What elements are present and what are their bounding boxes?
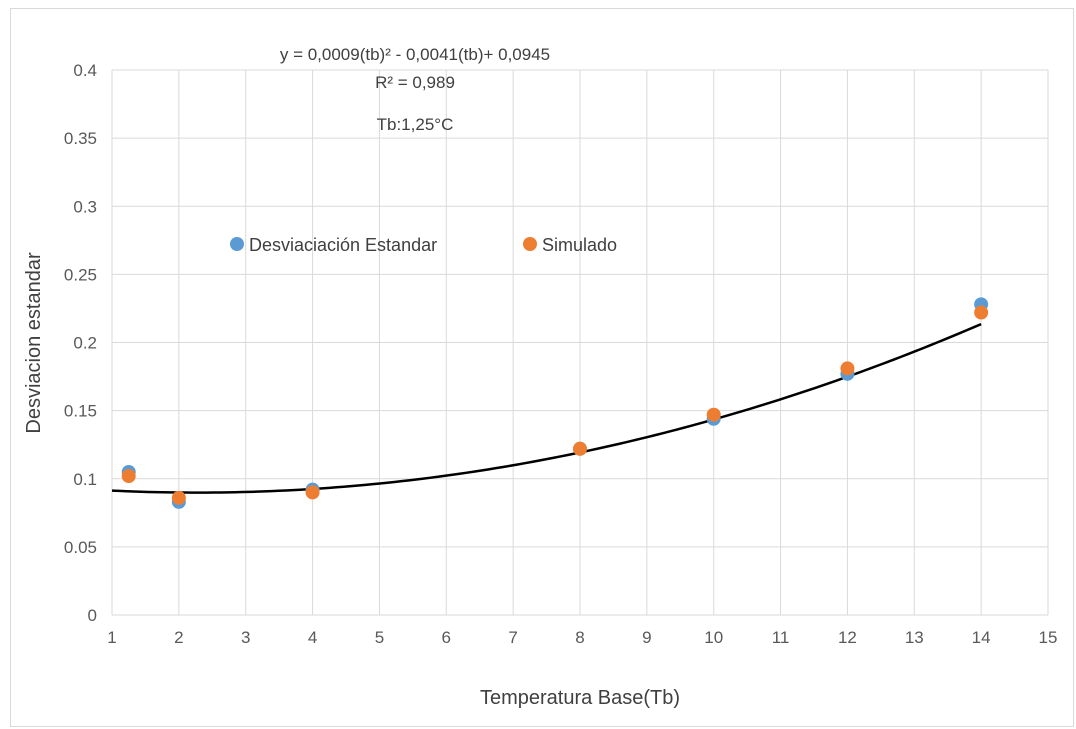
legend-label-simulado: Simulado bbox=[542, 235, 617, 255]
y-tick-label: 0.35 bbox=[64, 129, 97, 148]
x-tick-label: 14 bbox=[972, 628, 991, 647]
y-tick-label: 0.15 bbox=[64, 402, 97, 421]
gridlines bbox=[111, 69, 1049, 616]
legend: Desviaciación Estandar Simulado bbox=[230, 235, 617, 255]
x-tick-label: 6 bbox=[442, 628, 451, 647]
y-tick-label: 0.25 bbox=[64, 265, 97, 284]
y-tick-label: 0.05 bbox=[64, 538, 97, 557]
trendline bbox=[111, 322, 982, 494]
simulado-point bbox=[121, 469, 136, 484]
x-tick-label: 12 bbox=[838, 628, 857, 647]
simulado-point bbox=[305, 485, 320, 500]
simulado-point bbox=[840, 361, 855, 376]
simulado-point bbox=[974, 305, 989, 320]
x-tick-label: 15 bbox=[1039, 628, 1058, 647]
x-tick-label: 13 bbox=[905, 628, 924, 647]
simulado-point bbox=[573, 441, 587, 456]
x-tick-label: 3 bbox=[241, 628, 250, 647]
y-tick-label: 0.4 bbox=[73, 61, 97, 80]
x-tick-label: 1 bbox=[107, 628, 116, 647]
x-tick-label: 4 bbox=[308, 628, 317, 647]
axes: 1 2 3 4 5 6 7 8 9 10 11 12 13 14 1500.050.10.150.20.25… bbox=[64, 61, 1058, 647]
legend-label-desviacion: Desviaciación Estandar bbox=[249, 235, 437, 255]
x-tick-label: 9 bbox=[642, 628, 651, 647]
x-tick-label: 10 bbox=[704, 628, 723, 647]
y-tick-label: 0.2 bbox=[73, 334, 97, 353]
x-tick-label: 8 bbox=[575, 628, 584, 647]
y-tick-label: 0.1 bbox=[73, 470, 97, 489]
chart-frame bbox=[10, 8, 1074, 727]
x-tick-label: 11 bbox=[772, 628, 790, 647]
x-tick-label: 7 bbox=[508, 628, 517, 647]
data-points bbox=[121, 297, 989, 509]
trendline-group bbox=[111, 322, 982, 494]
x-tick-label: 5 bbox=[375, 628, 384, 647]
simulado-point bbox=[706, 407, 721, 422]
y-axis-title: Desviacion estandar bbox=[23, 252, 45, 434]
base-temp-annotation: Tb:1,25°C bbox=[377, 115, 454, 134]
simulado-point bbox=[171, 490, 186, 505]
legend-marker-desviacion bbox=[230, 237, 244, 251]
r-squared-annotation: R² = 0,989 bbox=[375, 73, 455, 92]
x-axis-title: Temperatura Base(Tb) bbox=[480, 687, 680, 709]
equation-annotation: y = 0,0009(tb)² - 0,0041(tb)+ 0,0945 bbox=[280, 45, 550, 64]
y-tick-label: 0.3 bbox=[73, 197, 97, 216]
legend-marker-simulado bbox=[523, 237, 537, 251]
y-tick-label: 0 bbox=[88, 606, 97, 625]
x-tick-label: 2 bbox=[174, 628, 183, 647]
